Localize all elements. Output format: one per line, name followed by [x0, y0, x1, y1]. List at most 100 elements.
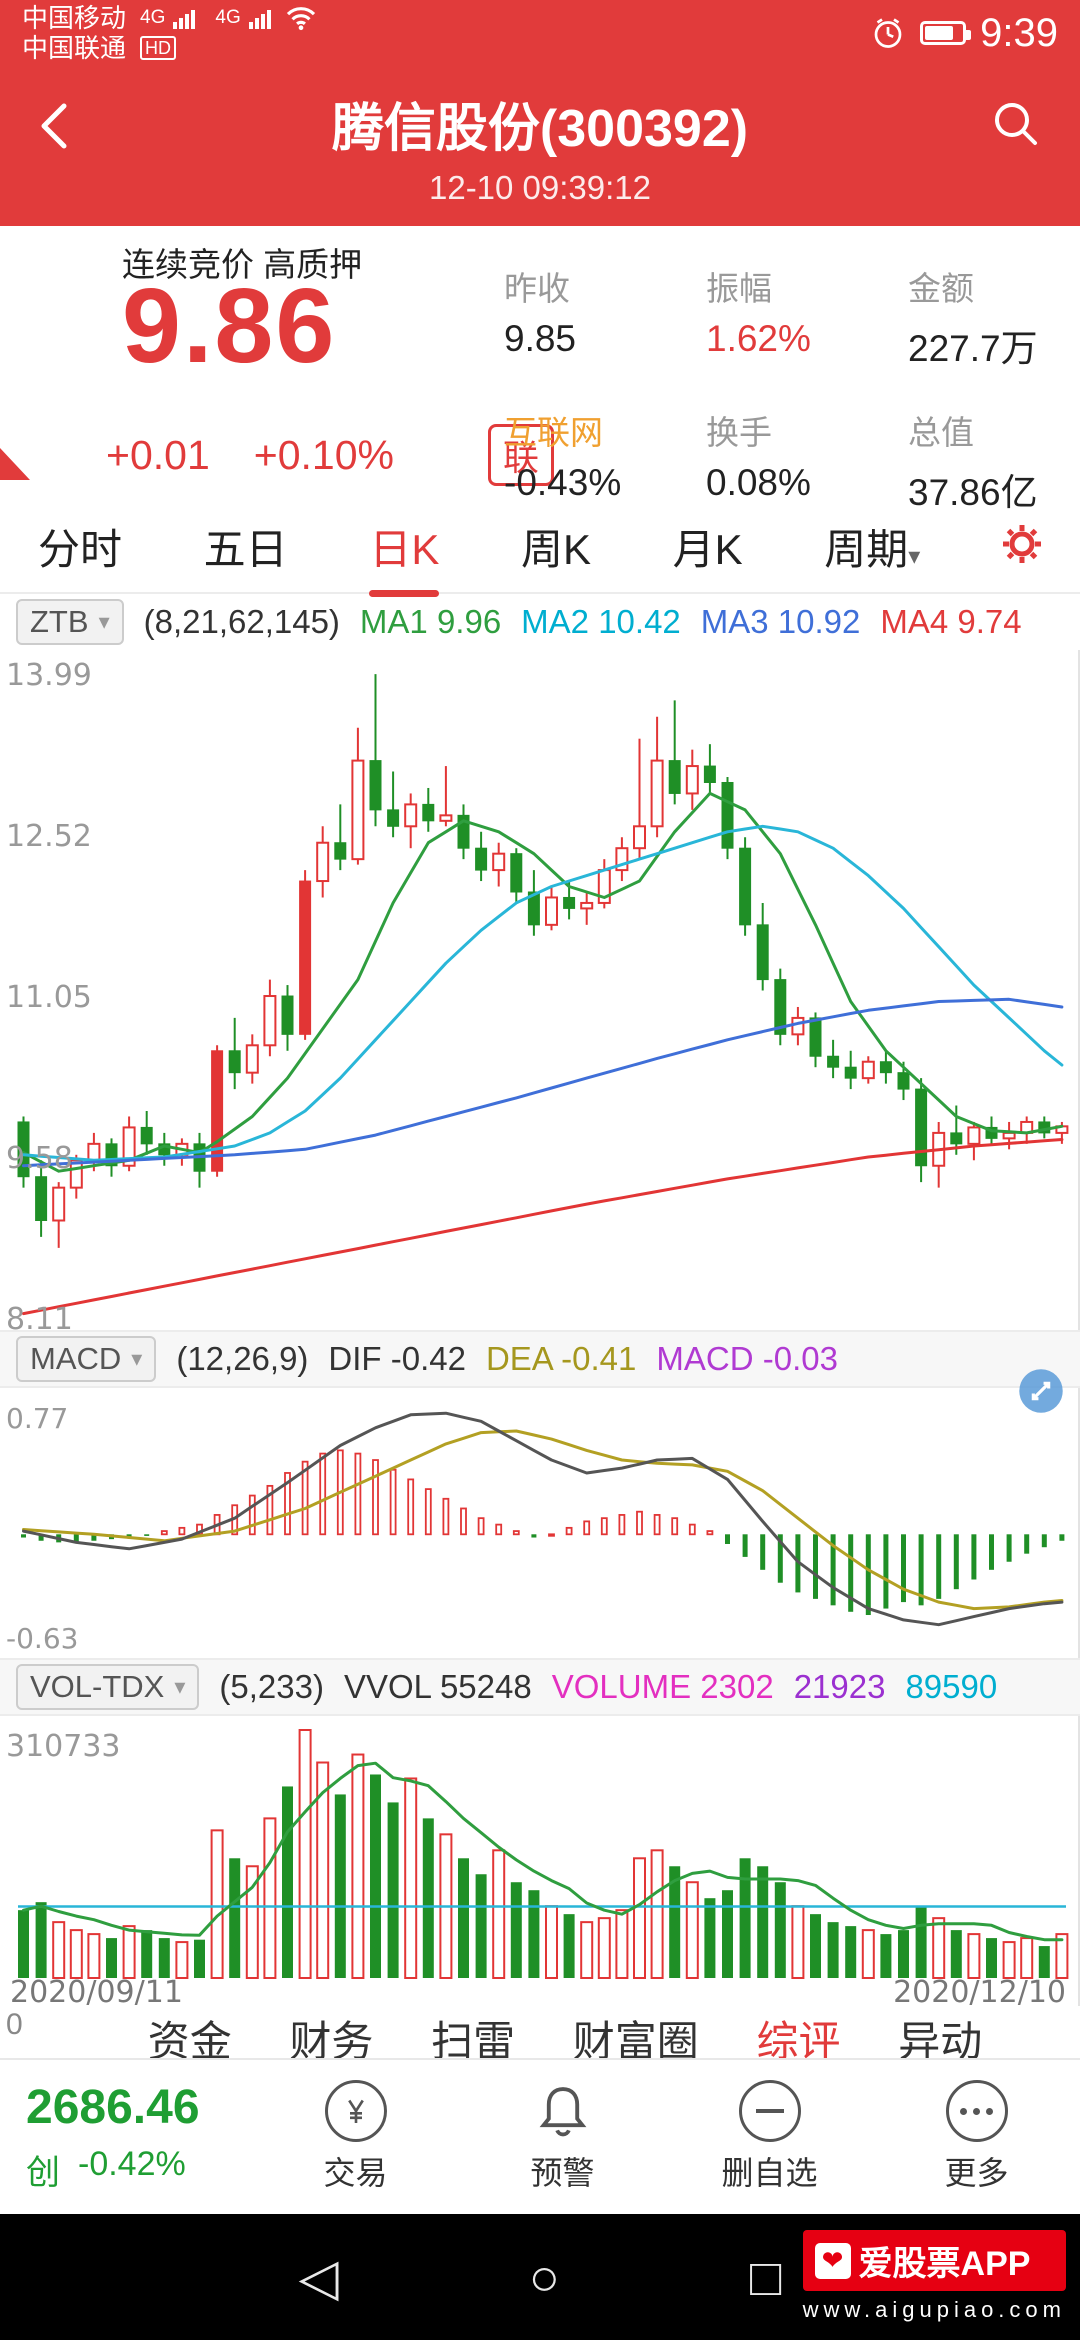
- index-value: 2686.46: [26, 2081, 200, 2134]
- fullscreen-expand-button[interactable]: [1018, 1368, 1064, 1422]
- nav-back-icon[interactable]: ◁: [298, 2249, 339, 2307]
- android-nav-bar: ◁ ○ □ ❤ 爱股票APP www.aigupiao.com: [0, 2214, 1080, 2340]
- gear-icon: [1002, 524, 1041, 563]
- search-button[interactable]: [988, 96, 1044, 152]
- stat-market-cap: 总值 37.86亿: [908, 414, 1038, 513]
- volume-axis-zero: 0: [6, 2008, 23, 2041]
- quote-tags: 连续竞价 高质押: [122, 246, 363, 283]
- heart-icon: ❤: [814, 2242, 851, 2279]
- kline-params: (8,21,62,145): [143, 603, 340, 640]
- wifi-icon: [286, 7, 315, 31]
- vol-value-2: 21923: [793, 1668, 886, 1705]
- remove-watchlist-button[interactable]: 删自选: [666, 2080, 873, 2194]
- trade-button[interactable]: 交易: [252, 2080, 459, 2194]
- volume-indicator-dropdown[interactable]: VOL-TDX ▾: [16, 1664, 200, 1710]
- nav-recents-icon[interactable]: □: [750, 2249, 782, 2307]
- macd-indicator-row: MACD ▾ (12,26,9) DIF -0.42 DEA -0.41 MACD…: [0, 1330, 1080, 1413]
- nav-home-icon[interactable]: ○: [528, 2249, 560, 2307]
- tab-weekly-k[interactable]: 周K: [520, 525, 591, 573]
- price-change-row: +0.01 +0.10% 联: [106, 424, 554, 486]
- stat-sector[interactable]: 互联网 -0.43%: [504, 414, 622, 503]
- volume-indicator-row: VOL-TDX ▾ (5,233) VVOL 55248 VOLUME 2302 …: [0, 1658, 1080, 1716]
- page-title: 腾信股份(300392): [331, 100, 749, 158]
- index-name: 创: [26, 2154, 60, 2192]
- ma2-legend: MA2 10.42: [521, 603, 681, 640]
- tab-daily-k[interactable]: 日K: [365, 502, 443, 591]
- svg-text:12.52: 12.52: [6, 819, 92, 854]
- hd-badge: HD: [140, 36, 177, 60]
- tab-overall-rating[interactable]: 综评: [756, 2018, 841, 2058]
- macd-legend: MACD -0.03: [656, 1340, 838, 1377]
- clock-time: 9:39: [980, 10, 1058, 55]
- signal-bars-icon: [173, 10, 196, 29]
- bell-icon: [539, 2087, 586, 2137]
- macd-chart-canvas: 0.77 -0.63: [6, 1402, 1065, 1655]
- vvol-legend: VVOL 55248: [343, 1668, 532, 1705]
- more-button[interactable]: 更多: [873, 2080, 1080, 2194]
- period-tabbar: 分时 五日 日K 周K 月K 周期▾: [0, 500, 1080, 594]
- ma4-legend: MA4 9.74: [880, 603, 1022, 640]
- alert-button[interactable]: 预警: [459, 2080, 666, 2194]
- alarm-clock-icon: [874, 18, 902, 48]
- corner-flag-icon: [0, 448, 30, 480]
- quote-timestamp: 12-10 09:39:12: [428, 169, 652, 206]
- tab-risk-scan[interactable]: 扫雷: [431, 2018, 516, 2058]
- svg-text:9.58: 9.58: [6, 1141, 73, 1176]
- macd-indicator-dropdown[interactable]: MACD ▾: [16, 1336, 157, 1382]
- ma1-legend: MA1 9.96: [359, 603, 502, 640]
- yen-icon: [324, 2080, 387, 2142]
- chart-settings-button[interactable]: [998, 520, 1046, 573]
- caret-down-icon: ▾: [98, 609, 110, 634]
- svg-text:-0.63: -0.63: [6, 1622, 78, 1655]
- price-change: +0.01: [106, 431, 210, 478]
- macd-chart[interactable]: 0.77 -0.63: [0, 1388, 1080, 1658]
- current-price: 9.86: [122, 267, 337, 385]
- caret-down-icon: ▾: [174, 1674, 186, 1699]
- svg-text:310733: 310733: [6, 1729, 121, 1764]
- quote-section: 连续竞价 高质押 9.86 +0.01 +0.10% 联 昨收 9.85 互联网…: [0, 226, 1080, 513]
- volume-legend: VOLUME 2302: [551, 1668, 774, 1705]
- more-dots-icon: [945, 2080, 1008, 2142]
- battery-icon: [920, 21, 972, 45]
- minus-circle-icon: [738, 2080, 801, 2142]
- carrier-block: 中国移动 4G 4G 中国联通 HD: [22, 3, 317, 63]
- ma3-legend: MA3 10.92: [700, 603, 861, 640]
- tab-minute[interactable]: 分时: [38, 525, 123, 573]
- tab-movements[interactable]: 异动: [898, 2018, 983, 2058]
- network-4g-label: 4G: [140, 7, 166, 28]
- tab-5day[interactable]: 五日: [203, 525, 288, 573]
- stat-prev-close: 昨收 9.85: [504, 270, 577, 359]
- svg-text:13.99: 13.99: [6, 658, 92, 693]
- kline-chart[interactable]: 13.99 12.52 11.05 9.58 8.11: [0, 650, 1080, 1330]
- dif-legend: DIF -0.42: [328, 1340, 466, 1377]
- carrier-1: 中国移动: [22, 3, 127, 33]
- svg-text:11.05: 11.05: [6, 980, 92, 1015]
- carrier-2: 中国联通: [22, 33, 127, 63]
- tab-wealth-circle[interactable]: 财富圈: [572, 2018, 699, 2058]
- watermark-brand: 爱股票APP: [858, 2245, 1031, 2283]
- caret-down-icon: ▾: [131, 1346, 143, 1371]
- signal-bars-icon-2: [248, 10, 271, 29]
- kline-indicator-row: ZTB ▾ (8,21,62,145) MA1 9.96 MA2 10.42 MA…: [0, 594, 1080, 650]
- stat-turnover: 换手 0.08%: [706, 414, 811, 503]
- caret-down-icon: ▾: [908, 542, 921, 570]
- volume-chart-canvas: 310733 2020/09/11 2020/12/10: [6, 1729, 1069, 2006]
- back-button[interactable]: [26, 94, 90, 158]
- macd-params: (12,26,9): [176, 1340, 309, 1377]
- svg-text:2020/12/10: 2020/12/10: [893, 1975, 1066, 2006]
- chinext-index-quote[interactable]: 2686.46 创 -0.42%: [0, 2080, 252, 2194]
- kline-indicator-dropdown[interactable]: ZTB ▾: [16, 599, 124, 645]
- app-header: 腾信股份(300392) 12-10 09:39:12: [0, 66, 1080, 226]
- back-chevron-icon: [41, 103, 67, 149]
- volume-chart[interactable]: 310733 2020/09/11 2020/12/10: [0, 1716, 1080, 2006]
- vol-value-3: 89590: [905, 1668, 998, 1705]
- price-change-pct: +0.10%: [253, 431, 394, 478]
- tab-financials[interactable]: 财务: [289, 2018, 374, 2058]
- tab-funds[interactable]: 资金: [147, 2018, 232, 2058]
- tab-period-dropdown[interactable]: 周期▾: [824, 525, 921, 573]
- app-watermark: ❤ 爱股票APP www.aigupiao.com: [802, 2230, 1066, 2323]
- network-4g-label-2: 4G: [215, 7, 241, 28]
- index-change: -0.42%: [78, 2145, 186, 2183]
- tab-monthly-k[interactable]: 月K: [672, 525, 743, 573]
